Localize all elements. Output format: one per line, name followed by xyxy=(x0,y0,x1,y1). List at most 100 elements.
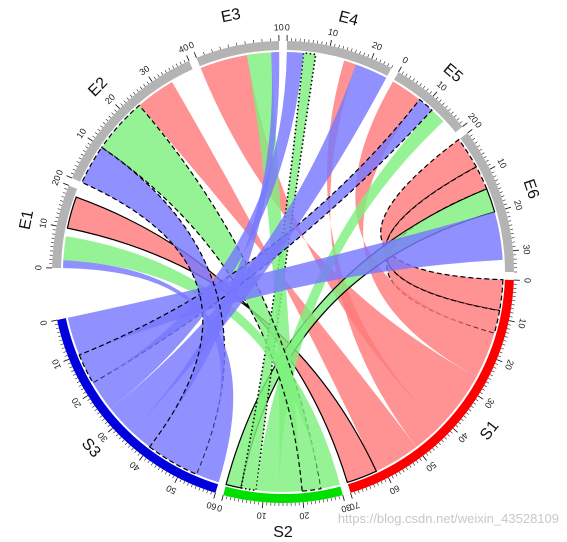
tick-s1-61 xyxy=(384,479,387,483)
tick-e1-13 xyxy=(56,212,60,214)
tick-e5-7 xyxy=(422,85,426,89)
tick-s3-39 xyxy=(137,452,140,456)
tick-s1-22 xyxy=(493,366,497,369)
tick-e2-31 xyxy=(153,76,156,80)
tick-s1-15 xyxy=(503,340,507,342)
tick-s1-57 xyxy=(398,471,401,475)
tick-e6-20 xyxy=(505,206,512,210)
tick-e4-15 xyxy=(351,48,353,52)
tick-label-e6-10: 10 xyxy=(495,156,508,169)
tick-e6-0 xyxy=(467,129,473,134)
tick-s1-27 xyxy=(484,385,488,388)
tick-e2-26 xyxy=(136,89,139,92)
tick-s1-54 xyxy=(409,465,412,468)
tick-s2-20 xyxy=(302,502,305,509)
tick-s3-57 xyxy=(202,488,205,492)
tick-e6-12 xyxy=(493,175,497,178)
tick-label-e1-10: 10 xyxy=(37,217,49,229)
tick-s1-66 xyxy=(365,487,368,491)
tick-e6-4 xyxy=(477,145,480,148)
link-s2-e5-9 xyxy=(256,110,444,492)
tick-e2-24 xyxy=(129,94,133,98)
tick-s1-51 xyxy=(419,458,422,461)
tick-label-s3-50: 50 xyxy=(165,483,178,496)
tick-e4-8 xyxy=(321,41,323,45)
tick-label-e6-20: 20 xyxy=(512,199,524,211)
tick-s3-18 xyxy=(80,388,84,391)
tick-e5-15 xyxy=(448,108,451,112)
tick-e1-14 xyxy=(57,208,61,210)
tick-e3-0 xyxy=(193,52,197,58)
tick-e1-15 xyxy=(58,204,62,206)
tick-e2-29 xyxy=(146,81,149,85)
tick-e5-3 xyxy=(409,75,412,79)
tick-s2-29 xyxy=(338,496,340,500)
tick-e2-18 xyxy=(111,112,114,115)
tick-s1-64 xyxy=(373,484,376,488)
tick-s1-53 xyxy=(412,462,415,466)
tick-e2-6 xyxy=(80,153,84,156)
tick-label-e6-0: 0 xyxy=(473,120,484,130)
tick-e2-12 xyxy=(94,132,98,135)
tick-label-s3-0: 0 xyxy=(38,319,49,326)
tick-s3-3 xyxy=(56,331,60,334)
tick-e5-12 xyxy=(439,99,442,103)
tick-s2-10 xyxy=(261,502,264,509)
tick-s1-70 xyxy=(350,492,353,499)
tick-e4-23 xyxy=(383,61,386,65)
tick-s3-58 xyxy=(206,490,208,494)
tick-s1-67 xyxy=(361,488,364,492)
tick-e1-9 xyxy=(52,229,56,231)
tick-s1-63 xyxy=(377,482,379,486)
tick-label-s3-40: 40 xyxy=(128,459,142,473)
tick-e2-23 xyxy=(126,97,130,101)
tick-e2-27 xyxy=(139,86,143,90)
tick-e4-18 xyxy=(363,52,366,56)
tick-e2-16 xyxy=(105,118,109,122)
tick-e2-3 xyxy=(74,164,78,167)
tick-label-s1-40: 40 xyxy=(456,430,470,444)
sector-e6-band xyxy=(460,132,514,272)
tick-s3-38 xyxy=(134,450,137,454)
tick-s3-2 xyxy=(55,327,59,330)
tick-e4-19 xyxy=(367,54,370,58)
tick-e5-14 xyxy=(445,105,448,109)
tick-e6-19 xyxy=(503,203,507,206)
tick-s1-14 xyxy=(504,336,508,338)
tick-s3-41 xyxy=(144,457,147,461)
tick-e6-23 xyxy=(508,220,512,222)
tick-e1-18 xyxy=(62,192,66,194)
tick-label-e2-20: 20 xyxy=(103,92,117,106)
tick-s1-49 xyxy=(425,453,429,456)
tick-s1-28 xyxy=(482,388,485,391)
tick-s1-30 xyxy=(477,395,484,400)
tick-s3-8 xyxy=(63,351,67,353)
tick-e5-2 xyxy=(405,73,408,77)
tick-s2-2 xyxy=(230,497,232,501)
tick-e4-24 xyxy=(387,63,390,67)
tick-s1-8 xyxy=(510,312,514,314)
sector-label-e1: E1 xyxy=(17,209,38,232)
tick-s1-20 xyxy=(496,359,503,363)
sector-label-e6: E6 xyxy=(520,177,542,201)
tick-s3-32 xyxy=(115,433,119,437)
tick-e2-15 xyxy=(102,122,106,125)
tick-e6-3 xyxy=(474,141,478,144)
tick-e5-20 xyxy=(462,122,468,127)
tick-e5-10 xyxy=(432,91,438,97)
tick-e2-35 xyxy=(168,67,171,71)
link-s3-e5-14 xyxy=(78,98,433,384)
tick-s3-10 xyxy=(63,358,70,362)
sector-e1-band xyxy=(52,185,78,269)
tick-s3-28 xyxy=(104,421,108,425)
tick-label-e2-40: 40 xyxy=(177,42,190,55)
tick-s1-59 xyxy=(391,475,394,479)
tick-s3-43 xyxy=(150,462,154,466)
tick-e2-40 xyxy=(186,55,190,62)
sector-e5-band xyxy=(394,71,463,133)
sector-e2-band xyxy=(71,60,193,182)
tick-s3-20 xyxy=(82,395,89,400)
sector-s2-band xyxy=(223,486,343,504)
tick-s3-17 xyxy=(78,384,82,387)
